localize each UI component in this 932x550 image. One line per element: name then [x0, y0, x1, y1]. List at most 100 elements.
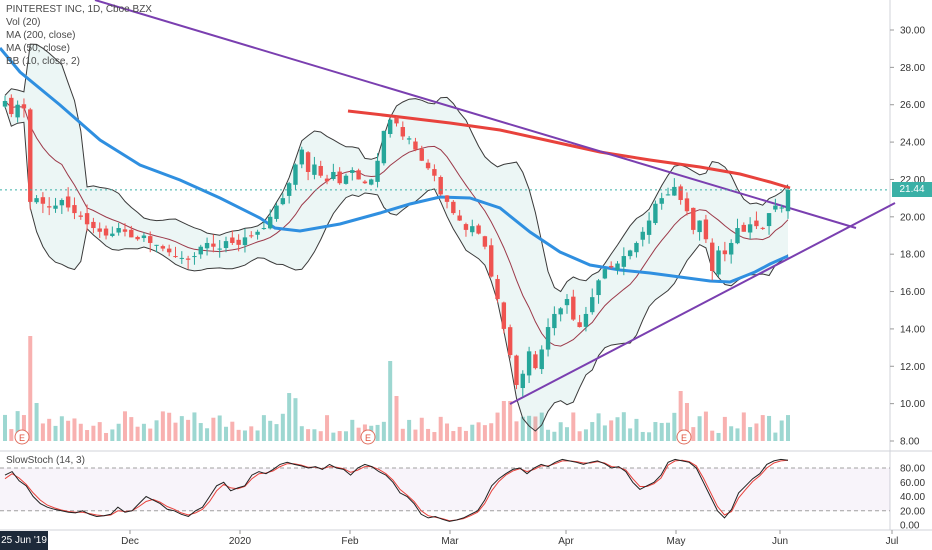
candle-body	[53, 205, 58, 209]
price-tick-label: 10.00	[900, 399, 925, 410]
volume-bar	[110, 429, 115, 441]
candle-body	[230, 237, 235, 243]
candle-body	[369, 179, 374, 185]
volume-bar	[59, 416, 64, 441]
volume-bar	[242, 430, 247, 441]
candle-body	[501, 302, 507, 329]
volume-bar	[192, 412, 197, 441]
volume-bar	[552, 431, 557, 441]
volume-bar	[91, 425, 96, 441]
candle-body	[185, 258, 191, 260]
candle-body	[495, 278, 500, 300]
stoch-tick-label: 40.00	[900, 492, 925, 503]
candle-body	[590, 297, 595, 313]
candle-body	[249, 235, 254, 237]
candle-body	[602, 269, 608, 279]
resistance-trendline	[94, 0, 857, 229]
volume-bar	[141, 423, 146, 441]
candle-body	[470, 226, 475, 233]
volume-bar	[230, 421, 235, 441]
candle-body	[691, 207, 696, 230]
volume-bar	[432, 432, 437, 441]
candle-body	[634, 242, 639, 253]
candle-body	[760, 227, 765, 229]
volume-bar	[482, 425, 487, 441]
volume-bar	[388, 361, 393, 441]
vol-indicator-label[interactable]: Vol (20)	[6, 17, 41, 28]
bb-lower-line	[4, 106, 789, 432]
candle-body	[672, 186, 677, 196]
volume-bar	[129, 417, 134, 441]
earnings-marker-icon	[360, 429, 376, 445]
candle-body	[28, 109, 33, 202]
symbol-title[interactable]: PINTEREST INC, 1D, Cboe BZX	[6, 4, 152, 15]
candle-body	[545, 327, 551, 350]
ma200-indicator-label[interactable]: MA (200, close)	[6, 30, 76, 41]
volume-bar	[28, 336, 33, 441]
time-tick-label: May	[667, 536, 686, 547]
candle-body	[375, 160, 380, 182]
volume-bar	[722, 416, 727, 441]
candle-body	[779, 207, 784, 209]
candle-body	[419, 148, 424, 161]
volume-bar	[577, 431, 582, 441]
candle-body	[34, 198, 39, 203]
price-tick-label: 24.00	[900, 138, 925, 149]
volume-bar	[306, 429, 311, 441]
time-axis[interactable]: Dec 2020 Feb Mar Apr May Jun Jul	[121, 530, 898, 547]
volume-bar	[72, 418, 77, 441]
candle-body	[204, 242, 210, 249]
candle-body	[268, 216, 273, 229]
candle-body	[640, 231, 645, 240]
price-tick-label: 18.00	[900, 250, 925, 261]
candle-body	[47, 206, 52, 208]
volume-bar	[160, 411, 165, 441]
price-tick-label: 26.00	[900, 100, 925, 111]
price-tick-label: 16.00	[900, 287, 925, 298]
price-axis[interactable]: 8.00 10.00 12.00 14.00 16.00 18.00 20.00 22.00 2…	[0, 26, 925, 448]
volume-bar	[280, 413, 285, 441]
volume-bar	[634, 418, 639, 441]
volume-bar	[678, 391, 683, 441]
volume-bar	[748, 427, 753, 441]
ma50-indicator-label[interactable]: MA (50, close)	[6, 43, 70, 54]
volume-bar	[21, 415, 26, 441]
volume-bar	[40, 423, 45, 441]
crosshair-date-badge: 25 Jun '19	[0, 531, 48, 550]
candle-body	[425, 162, 431, 169]
candle-body	[489, 245, 494, 277]
candle-body	[615, 263, 620, 270]
volume-bar	[375, 424, 380, 441]
candle-body	[608, 265, 614, 268]
bb-indicator-label[interactable]: BB (10, close, 2)	[6, 56, 80, 67]
candle-body	[558, 308, 563, 315]
candle-body	[552, 313, 557, 329]
time-tick-label: Mar	[441, 536, 459, 547]
candle-body	[135, 236, 140, 240]
candle-body	[596, 280, 601, 296]
volume-bar	[754, 423, 759, 441]
candle-body	[255, 231, 260, 235]
volume-bar	[508, 401, 513, 441]
candle-body	[350, 170, 355, 173]
candle-body	[154, 244, 159, 246]
candle-body	[173, 256, 178, 258]
stoch-tick-label: 80.00	[900, 464, 925, 475]
candle-body	[722, 250, 728, 255]
volume-bar	[381, 421, 386, 441]
candle-body	[387, 119, 393, 135]
volume-bar	[356, 427, 361, 441]
volume-bar	[489, 423, 494, 441]
chart-legend: PINTEREST INC, 1D, Cboe BZX Vol (20) MA …	[6, 3, 152, 68]
candle-body	[394, 117, 399, 124]
price-tick-label: 20.00	[900, 212, 925, 223]
volume-bar	[741, 412, 746, 441]
stoch-indicator-label[interactable]: SlowStoch (14, 3)	[6, 455, 85, 466]
volume-bar	[350, 419, 355, 441]
volume-bar	[463, 430, 468, 441]
volume-bar	[419, 417, 424, 441]
volume-bar	[703, 411, 708, 441]
candle-body	[533, 354, 538, 369]
